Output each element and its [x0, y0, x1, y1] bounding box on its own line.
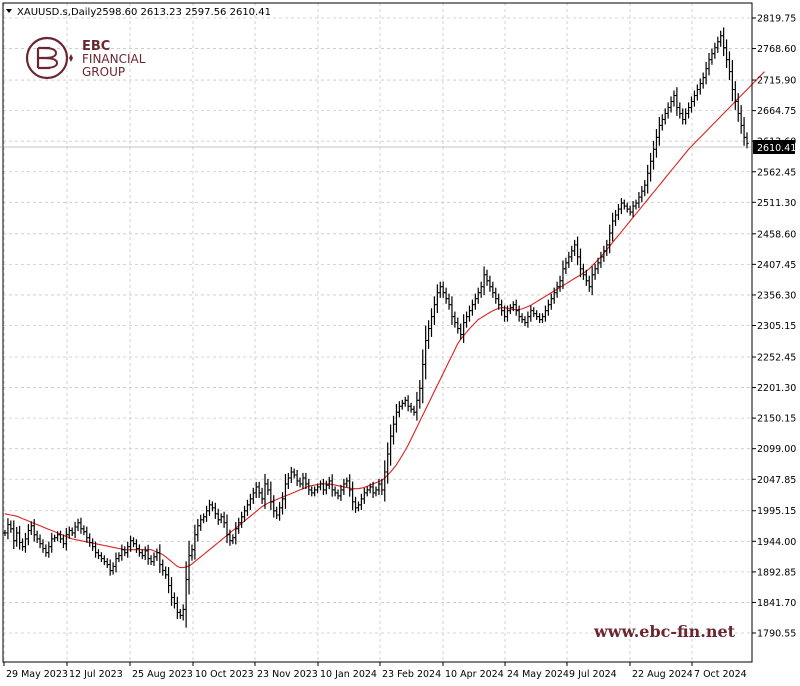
y-tick-label: 2511.30 — [757, 198, 796, 209]
x-tick-label: 7 Oct 2024 — [694, 669, 747, 680]
y-tick-label: 2252.45 — [757, 352, 796, 363]
x-tick-label: 24 May 2024 — [507, 669, 569, 680]
y-tick-label: 2562.45 — [757, 167, 796, 178]
y-tick-label: 2715.90 — [757, 76, 796, 87]
watermark-url: www.ebc-fin.net — [593, 622, 736, 641]
current-price-tag: 2610.41 — [0, 140, 796, 154]
y-tick-label: 2305.15 — [757, 321, 796, 332]
current-price-label: 2610.41 — [757, 143, 796, 154]
y-tick-label: 2150.15 — [757, 414, 796, 425]
y-tick-label: 2458.60 — [757, 229, 796, 240]
plot-frame — [2, 2, 753, 663]
price-bars-layer — [3, 27, 749, 628]
price-bar — [745, 132, 749, 149]
symbol-dropdown-icon[interactable] — [6, 9, 12, 13]
y-tick-label: 2356.30 — [757, 290, 796, 301]
x-tick-label: 10 Apr 2024 — [445, 669, 504, 680]
x-tick-label: 25 Aug 2023 — [132, 669, 193, 680]
y-tick-label: 1995.15 — [757, 506, 796, 517]
x-tick-label: 23 Feb 2024 — [382, 669, 441, 680]
x-tick-label: 10 Jan 2024 — [320, 669, 377, 680]
x-tick-label: 10 Oct 2023 — [195, 669, 254, 680]
logo-text-ebc: EBC — [82, 39, 110, 54]
ebc-logo: EBC FINANCIAL GROUP — [25, 36, 146, 80]
y-tick-label: 1892.85 — [757, 567, 796, 578]
x-tick-label: 29 May 2023 — [6, 669, 68, 680]
logo-text-group: GROUP — [82, 65, 125, 79]
y-tick-label: 2201.30 — [757, 383, 796, 394]
x-tick-label: 22 Aug 2024 — [632, 669, 693, 680]
grid — [3, 3, 752, 662]
y-tick-label: 2407.45 — [757, 260, 796, 271]
symbol-label: XAUUSD.s,Daily — [17, 7, 96, 18]
x-tick-label: 12 Jul 2023 — [69, 669, 123, 680]
x-tick-label: 9 Jul 2024 — [569, 669, 617, 680]
current-price-box — [753, 140, 795, 154]
y-tick-label: 2099.00 — [757, 444, 796, 455]
y-tick-label: 1841.70 — [757, 598, 796, 609]
y-tick-label: 2819.75 — [757, 14, 796, 25]
ohlc-values: 2598.60 2613.23 2597.56 2610.41 — [96, 7, 271, 18]
y-tick-label: 2664.75 — [757, 106, 796, 117]
logo-text-financial: FINANCIAL — [82, 52, 146, 66]
y-tick-label: 2768.60 — [757, 44, 796, 55]
y-tick-label: 2047.85 — [757, 475, 796, 486]
x-tick-label: 23 Nov 2023 — [257, 669, 318, 680]
y-tick-label: 1944.00 — [757, 537, 796, 548]
y-tick-label: 1790.55 — [757, 629, 796, 640]
ebc-logo-mark-icon — [25, 36, 73, 80]
